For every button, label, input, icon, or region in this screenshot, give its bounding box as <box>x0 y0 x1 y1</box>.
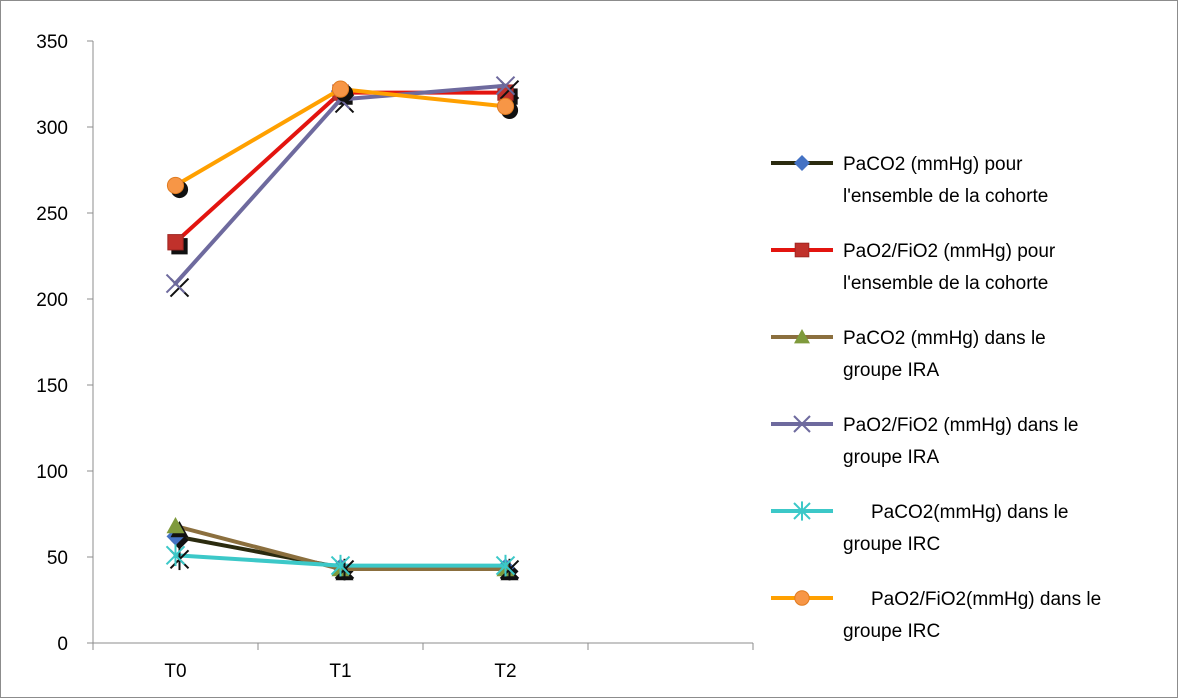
series-6-point-shape <box>166 176 185 195</box>
legend-swatch-marker-shape <box>794 242 810 258</box>
series-6 <box>166 80 519 199</box>
legend-label-line: groupe IRA <box>843 447 939 468</box>
series-5 <box>165 544 520 581</box>
series-4 <box>165 76 520 298</box>
legend-swatch-marker-stroke-b <box>793 415 811 433</box>
y-tick-label: 150 <box>36 376 68 397</box>
series-4-point <box>495 76 516 96</box>
y-tick-label: 200 <box>36 290 68 311</box>
legend-entry-5: PaCO2(mmHg) dans le groupe IRC <box>771 501 1068 555</box>
series-4-line <box>173 83 508 286</box>
axes: 0 50 100 150 200 250 300 350 T0 T1 T2 <box>36 32 754 682</box>
series-5-point <box>495 554 516 577</box>
series-2 <box>167 84 518 255</box>
series-6-point-shape <box>496 97 515 115</box>
series-6-point-shape <box>331 80 350 98</box>
series-4-point-stroke-b <box>495 76 516 96</box>
x-tick-label: T2 <box>494 661 516 682</box>
series-6-point <box>496 97 515 115</box>
legend-label-line: l'ensemble de la cohorte <box>843 273 1048 294</box>
legend-entry-1: PaCO2 (mmHg) pour l'ensemble de la cohort… <box>771 154 1048 207</box>
y-tick-label: 0 <box>57 634 68 655</box>
legend: PaCO2 (mmHg) pour l'ensemble de la cohort… <box>771 154 1101 642</box>
legend-swatch-marker <box>794 155 810 171</box>
y-tick-label: 50 <box>47 548 68 569</box>
series-2-line <box>173 90 508 245</box>
legend-entry-4: PaO2/FiO2 (mmHg) dans le groupe IRA <box>771 415 1078 468</box>
legend-swatch-marker <box>794 329 810 344</box>
x-tick-label: T1 <box>329 661 351 682</box>
y-tick-label: 300 <box>36 118 68 139</box>
series-2-point <box>167 234 184 251</box>
legend-label-line: l'ensemble de la cohorte <box>843 186 1048 207</box>
series-5-point <box>330 554 351 577</box>
series-lines <box>165 76 520 581</box>
series-3-point-shape <box>166 517 185 534</box>
series-5-point <box>165 544 186 567</box>
legend-entry-3: PaCO2 (mmHg) dans le groupe IRA <box>771 328 1046 381</box>
series-2-point-shape <box>167 234 184 251</box>
legend-label-line: groupe IRC <box>843 621 940 642</box>
legend-label-line: PaO2/FiO2 (mmHg) pour <box>843 241 1056 262</box>
legend-label-line: groupe IRA <box>843 360 939 381</box>
series-4-point <box>165 273 186 294</box>
x-tick-label: T0 <box>164 661 186 682</box>
legend-swatch-marker <box>793 415 811 433</box>
legend-swatch-marker-shape <box>794 590 810 606</box>
y-tick-label: 250 <box>36 204 68 225</box>
legend-swatch-marker-shape <box>794 329 810 344</box>
legend-label-line: groupe IRC <box>843 534 940 555</box>
series-6-point <box>331 80 350 98</box>
legend-entry-6: PaO2/FiO2(mmHg) dans le groupe IRC <box>771 589 1101 642</box>
legend-swatch-marker-shape <box>794 155 810 171</box>
series-6-point <box>166 176 185 195</box>
legend-swatch-marker <box>793 501 811 521</box>
legend-label-line: PaO2/FiO2(mmHg) dans le <box>871 589 1101 610</box>
legend-swatch-marker <box>794 590 810 606</box>
legend-entry-2: PaO2/FiO2 (mmHg) pour l'ensemble de la co… <box>771 241 1056 294</box>
series-3-point <box>166 517 185 534</box>
y-tick-label: 350 <box>36 32 68 53</box>
legend-swatch-marker <box>794 242 810 258</box>
y-tick-label: 100 <box>36 462 68 483</box>
legend-label-line: PaO2/FiO2 (mmHg) dans le <box>843 415 1078 436</box>
legend-label-line: PaCO2 (mmHg) pour <box>843 154 1023 175</box>
legend-label-line: PaCO2 (mmHg) dans le <box>843 328 1046 349</box>
legend-label-line: PaCO2(mmHg) dans le <box>871 502 1068 523</box>
series-4-point-stroke-b <box>165 273 186 294</box>
